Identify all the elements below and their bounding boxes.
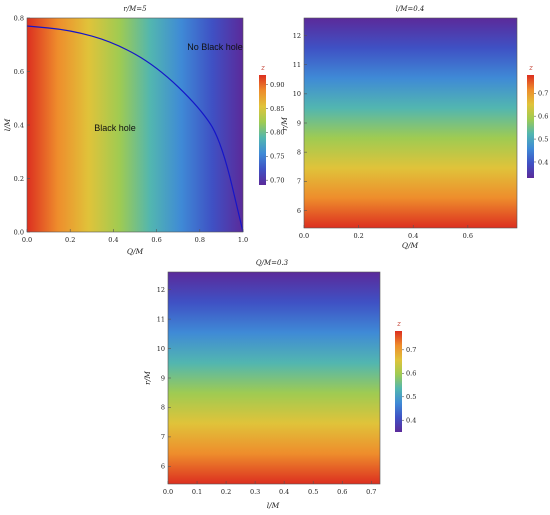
colorbar-tick-labels: 0.70 0.75 0.80 0.85 0.90 [266, 81, 284, 185]
x-tick-labels: 0.0 0.2 0.4 0.6 0.8 1.0 [22, 229, 248, 244]
horizon-boundary-curve [26, 25, 244, 233]
y-axis-label: l/M [3, 118, 12, 131]
y-tick-label: 9 [161, 374, 165, 382]
region-label-no-black-hole: No Black hole [187, 42, 243, 52]
y-tick-label: 0.0 [14, 228, 24, 236]
y-tick-label: 7 [161, 433, 165, 441]
x-tick-label: 0.0 [163, 488, 173, 496]
y-tick-label: 11 [293, 61, 301, 69]
colorbar-tick-label: 0.90 [270, 81, 284, 89]
colorbar-tick-label: 0.4 [406, 417, 416, 425]
region-label-black-hole: Black hole [94, 123, 136, 133]
x-tick-label: 0.4 [408, 232, 418, 240]
heatmap-area [168, 272, 380, 484]
heatmap-panel-q-fixed: Q/M=0.3 0.0 0.1 0.2 0.3 0.4 0.5 0.6 0.7 6 7 8 9 10 1… [143, 259, 416, 510]
y-tick-label: 7 [297, 178, 301, 186]
colorbar-tick-labels: 0.4 0.5 0.6 0.7 [534, 90, 548, 166]
y-tick-label: 6 [161, 463, 165, 471]
colorbar-tick-labels: 0.4 0.5 0.6 0.7 [402, 346, 416, 425]
y-tick-labels: 6 7 8 9 10 11 12 [293, 32, 307, 215]
colorbar-tick-label: 0.85 [270, 105, 284, 113]
x-tick-label: 0.0 [299, 232, 309, 240]
colorbar-title: z [396, 320, 401, 328]
colorbar-tick-label: 0.70 [270, 177, 284, 185]
x-tick-label: 0.6 [151, 236, 161, 244]
colorbar [395, 331, 402, 432]
colorbar-tick-label: 0.7 [538, 90, 548, 98]
colorbar-tick-label: 0.6 [538, 113, 548, 121]
y-tick-label: 10 [293, 90, 301, 98]
y-tick-label: 8 [161, 404, 165, 412]
y-tick-label: 0.2 [14, 175, 24, 183]
colorbar-title: z [528, 64, 533, 72]
x-tick-label: 0.1 [192, 488, 202, 496]
y-tick-label: 11 [157, 315, 165, 323]
colorbar [527, 75, 534, 178]
y-tick-label: 8 [297, 148, 301, 156]
panel-title: l/M=0.4 [396, 5, 425, 13]
x-tick-label: 0.3 [250, 488, 260, 496]
y-tick-labels: 0.0 0.2 0.4 0.6 0.8 [14, 14, 30, 236]
x-tick-label: 0.2 [221, 488, 231, 496]
x-tick-label: 0.2 [353, 232, 363, 240]
x-tick-labels: 0.0 0.1 0.2 0.3 0.4 0.5 0.6 0.7 [163, 481, 376, 496]
x-tick-label: 1.0 [238, 236, 248, 244]
panel-title: Q/M=0.3 [256, 259, 289, 267]
colorbar-title: z [260, 64, 265, 72]
y-tick-label: 12 [293, 32, 301, 40]
y-tick-label: 9 [297, 119, 301, 127]
colorbar-tick-label: 0.75 [270, 153, 284, 161]
x-tick-label: 0.7 [366, 488, 376, 496]
x-tick-label: 0.2 [65, 236, 75, 244]
y-axis-label: r/M [280, 117, 289, 131]
x-tick-label: 0.6 [337, 488, 347, 496]
x-tick-label: 0.6 [463, 232, 473, 240]
heatmap-panel-r-fixed: r/M=5 No Black hole Black hole 0.0 0.2 0.4… [3, 5, 284, 256]
x-axis-label: Q/M [127, 247, 144, 256]
colorbar [259, 75, 266, 185]
heatmap-area [304, 18, 517, 228]
colorbar-tick-label: 0.5 [406, 393, 416, 401]
colorbar-tick-label: 0.5 [538, 135, 548, 143]
y-tick-labels: 6 7 8 9 10 11 12 [157, 286, 171, 471]
colorbar-tick-label: 0.4 [538, 158, 548, 166]
x-tick-label: 0.4 [108, 236, 118, 244]
x-tick-label: 0.0 [22, 236, 32, 244]
y-axis-label: r/M [143, 371, 152, 385]
y-tick-label: 0.4 [14, 121, 24, 129]
y-tick-label: 6 [297, 207, 301, 215]
colorbar-tick-label: 0.6 [406, 370, 416, 378]
y-tick-label: 0.8 [14, 14, 24, 22]
x-tick-label: 0.4 [279, 488, 289, 496]
colorbar-tick-label: 0.7 [406, 346, 416, 354]
x-tick-label: 0.5 [308, 488, 318, 496]
x-axis-label: l/M [267, 501, 280, 510]
y-tick-label: 0.6 [14, 68, 24, 76]
colorbar-tick-label: 0.80 [270, 129, 284, 137]
y-tick-label: 10 [157, 345, 165, 353]
panel-title: r/M=5 [123, 5, 147, 13]
x-tick-labels: 0.0 0.2 0.4 0.6 [299, 225, 473, 240]
y-tick-label: 12 [157, 286, 165, 294]
x-tick-label: 0.8 [195, 236, 205, 244]
x-axis-label: Q/M [402, 241, 419, 250]
